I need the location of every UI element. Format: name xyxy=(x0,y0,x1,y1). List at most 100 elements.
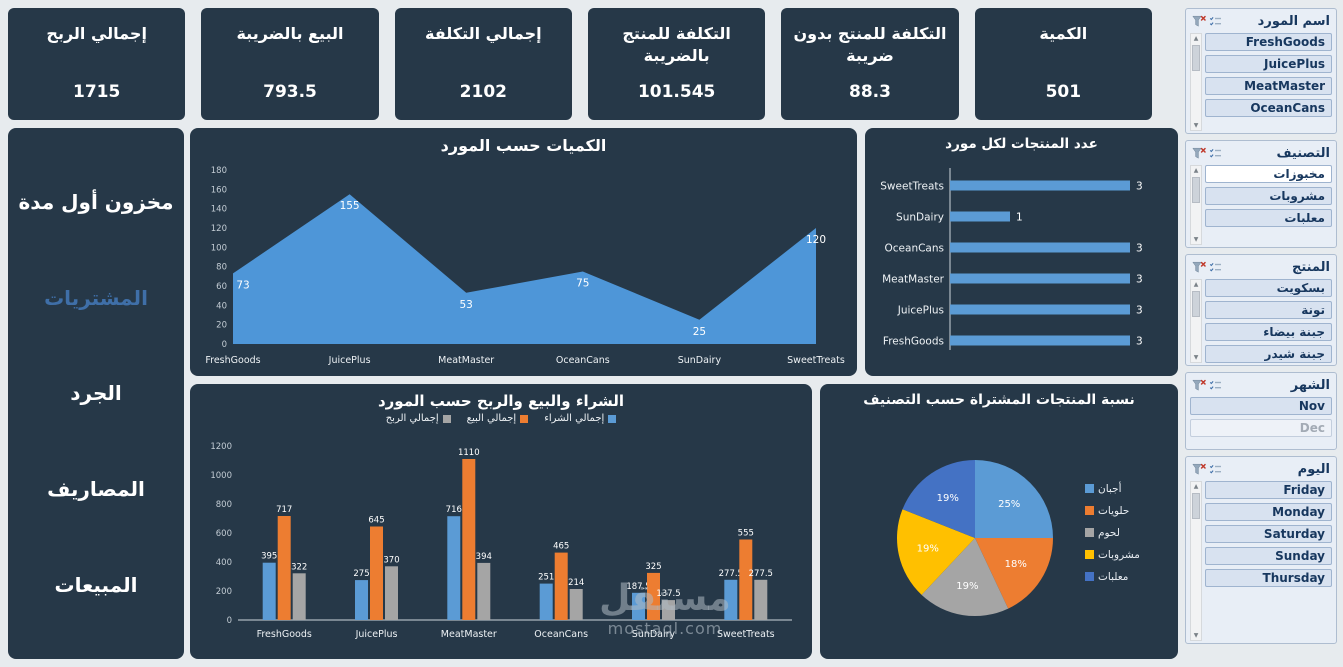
svg-text:20: 20 xyxy=(216,321,227,331)
svg-text:180: 180 xyxy=(211,166,227,176)
legend-swatch xyxy=(520,414,529,423)
slicer-scrollbar[interactable]: ▲ ▼ xyxy=(1190,165,1202,245)
slicer-item[interactable]: OceanCans xyxy=(1205,99,1332,117)
slicer-header: اليوم xyxy=(1190,460,1332,481)
pie-chart-canvas: 25% 18% 19% 19% 19% أجبان حلويات لحوم مشروبات معل… xyxy=(827,422,1171,652)
scroll-thumb[interactable] xyxy=(1192,493,1200,519)
svg-text:19%: 19% xyxy=(917,544,939,555)
slicer-title: اليوم xyxy=(1297,462,1330,477)
clear-filter-icon[interactable] xyxy=(1192,147,1206,160)
clear-filter-icon[interactable] xyxy=(1192,379,1206,392)
slicer-items: Friday Monday Saturday Sunday Thursday xyxy=(1205,481,1332,641)
slicer-header-icons xyxy=(1192,147,1222,160)
slicer-item[interactable]: FreshGoods xyxy=(1205,33,1332,51)
svg-text:حلويات: حلويات xyxy=(1098,505,1129,517)
svg-text:JuicePlus: JuicePlus xyxy=(897,305,944,317)
kpi-card-product-cost-no-tax: التكلفة للمنتج بدون ضريبة 88.3 xyxy=(781,8,959,120)
products-per-supplier-panel: عدد المنتجات لكل مورد SweetTreats 3 SunDai… xyxy=(865,128,1178,376)
slicer-header: المنتج xyxy=(1190,258,1332,279)
svg-text:SweetTreats: SweetTreats xyxy=(787,355,845,366)
column-chart-legend: إجمالي الشراء إجمالي البيع إجمالي الربح xyxy=(190,413,812,424)
chart-title: نسبة المنتجات المشتراة حسب التصنيف xyxy=(863,392,1135,408)
slicer-item[interactable]: تونة xyxy=(1205,301,1332,319)
scroll-down-icon[interactable]: ▼ xyxy=(1193,632,1199,639)
clear-filter-icon[interactable] xyxy=(1192,15,1206,28)
slicer-items: Nov Dec xyxy=(1190,397,1332,447)
slicer-body: ▲ ▼ مخبوزات مشروبات معلبات xyxy=(1190,165,1332,245)
slicer-item[interactable]: Thursday xyxy=(1205,569,1332,587)
multi-select-icon[interactable] xyxy=(1209,147,1222,160)
scroll-up-icon[interactable]: ▲ xyxy=(1193,167,1199,174)
slicer-body: Nov Dec xyxy=(1190,397,1332,447)
area-chart-svg: 0 20 40 60 80 100 120 140 160 180 73 155 53 75 25 120 Fr… xyxy=(205,166,845,366)
slicer-product: المنتج ▲ ▼ بسكويت تونة جبنة بيضاء جبنة شيدر xyxy=(1185,254,1337,366)
slicer-item[interactable]: جبنة بيضاء xyxy=(1205,323,1332,341)
slicer-item[interactable]: Monday xyxy=(1205,503,1332,521)
kpi-value: 2102 xyxy=(459,82,507,102)
slicer-item[interactable]: Friday xyxy=(1205,481,1332,499)
legend-item: إجمالي الشراء xyxy=(544,413,617,424)
slicer-header: الشهر xyxy=(1190,376,1332,397)
slicer-scrollbar[interactable]: ▲ ▼ xyxy=(1190,481,1202,641)
scroll-thumb[interactable] xyxy=(1192,291,1200,317)
svg-text:MeatMaster: MeatMaster xyxy=(438,355,494,366)
slicer-item[interactable]: Sunday xyxy=(1205,547,1332,565)
slicer-item[interactable]: بسكويت xyxy=(1205,279,1332,297)
kpi-card-quantity: الكمية 501 xyxy=(974,8,1152,120)
multi-select-icon[interactable] xyxy=(1209,463,1222,476)
nav-item-opening-inventory[interactable]: مخزون أول مدة xyxy=(18,189,174,214)
nav-item-sales[interactable]: المبيعات xyxy=(54,573,138,598)
scroll-up-icon[interactable]: ▲ xyxy=(1193,35,1199,42)
scroll-thumb[interactable] xyxy=(1192,45,1200,71)
slicer-item[interactable]: Dec xyxy=(1190,419,1332,437)
purchase-sales-profit-panel: الشراء والبيع والربح حسب المورد إجمالي ا… xyxy=(190,384,812,659)
svg-text:معلبات: معلبات xyxy=(1098,571,1128,583)
kpi-value: 88.3 xyxy=(849,82,891,102)
slicer-scrollbar[interactable]: ▲ ▼ xyxy=(1190,279,1202,363)
scroll-down-icon[interactable]: ▼ xyxy=(1193,354,1199,361)
scroll-up-icon[interactable]: ▲ xyxy=(1193,281,1199,288)
legend-label: إجمالي الربح xyxy=(385,413,439,424)
svg-text:645: 645 xyxy=(368,516,384,526)
clear-filter-icon[interactable] xyxy=(1192,261,1206,274)
multi-select-icon[interactable] xyxy=(1209,379,1222,392)
svg-text:19%: 19% xyxy=(937,493,959,504)
scroll-down-icon[interactable]: ▼ xyxy=(1193,236,1199,243)
slicer-items: مخبوزات مشروبات معلبات xyxy=(1205,165,1332,245)
nav-item-purchases[interactable]: المشتريات xyxy=(44,285,148,310)
kpi-value: 793.5 xyxy=(263,82,317,102)
nav-item-expenses[interactable]: المصاريف xyxy=(47,477,145,502)
multi-select-icon[interactable] xyxy=(1209,261,1222,274)
legend-label: إجمالي البيع xyxy=(466,413,517,424)
scroll-up-icon[interactable]: ▲ xyxy=(1193,483,1199,490)
multi-select-icon[interactable] xyxy=(1209,15,1222,28)
slicer-item[interactable]: معلبات xyxy=(1205,209,1332,227)
svg-text:لحوم: لحوم xyxy=(1098,527,1120,539)
chart-title: الكميات حسب المورد xyxy=(440,136,607,155)
svg-text:100: 100 xyxy=(211,243,227,253)
slicer-item[interactable]: مخبوزات xyxy=(1205,165,1332,183)
slicer-item[interactable]: JuicePlus xyxy=(1205,55,1332,73)
slicer-item[interactable]: جبنة شيدر xyxy=(1205,345,1332,363)
kpi-value: 501 xyxy=(1045,82,1082,102)
slicer-item[interactable]: Saturday xyxy=(1205,525,1332,543)
kpi-value: 1715 xyxy=(73,82,121,102)
slicer-item[interactable]: MeatMaster xyxy=(1205,77,1332,95)
legend-swatch xyxy=(608,414,617,423)
svg-text:400: 400 xyxy=(216,558,232,568)
svg-text:716: 716 xyxy=(446,505,462,515)
slicer-scrollbar[interactable]: ▲ ▼ xyxy=(1190,33,1202,131)
svg-text:3: 3 xyxy=(1136,274,1143,286)
slicer-item[interactable]: مشروبات xyxy=(1205,187,1332,205)
slicer-header-icons xyxy=(1192,463,1222,476)
scroll-down-icon[interactable]: ▼ xyxy=(1193,122,1199,129)
clear-filter-icon[interactable] xyxy=(1192,463,1206,476)
scroll-thumb[interactable] xyxy=(1192,177,1200,203)
nav-item-stocktaking[interactable]: الجرد xyxy=(70,381,122,406)
kpi-row: إجمالي الربح 1715 البيع بالضريبة 793.5 إ… xyxy=(8,8,1178,120)
svg-text:600: 600 xyxy=(216,529,232,539)
svg-text:251: 251 xyxy=(538,573,554,583)
slicer-item[interactable]: Nov xyxy=(1190,397,1332,415)
svg-text:18%: 18% xyxy=(1005,559,1027,570)
svg-text:275: 275 xyxy=(353,569,369,579)
